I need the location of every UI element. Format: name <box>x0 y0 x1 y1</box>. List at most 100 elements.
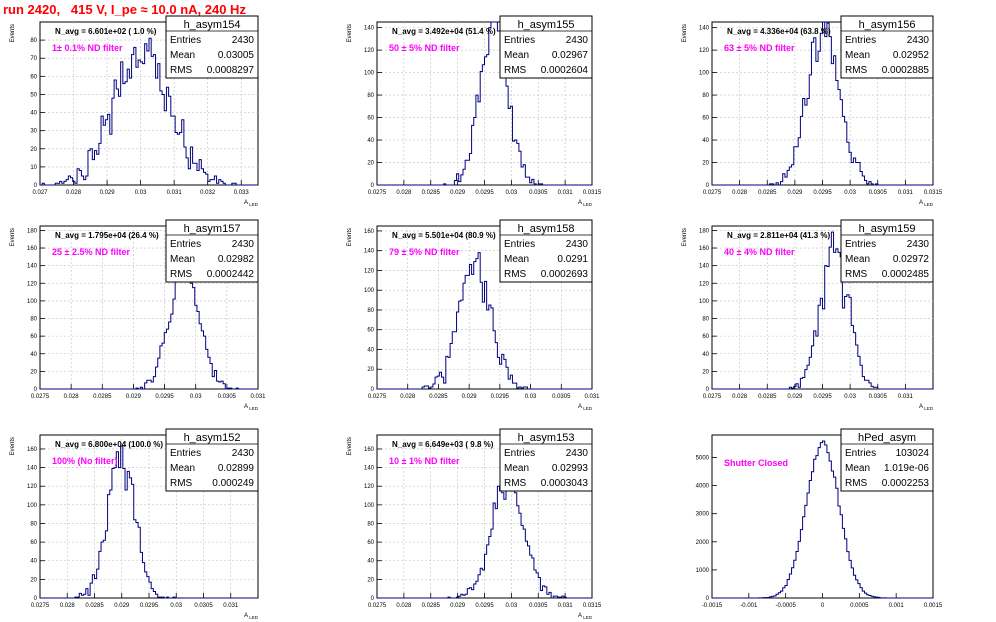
filter-annotation: 10 ± 1% ND filter <box>389 456 460 466</box>
y-tick-label: 40 <box>367 138 374 144</box>
stat-label: Mean <box>504 50 529 61</box>
stats-box <box>840 15 934 79</box>
navg-annotation: N_avg = 5.501e+04 (80.9 %) <box>392 231 496 240</box>
stat-value: 2430 <box>232 448 255 459</box>
x-tick-label: 0.0295 <box>155 394 174 400</box>
filter-annotation: 1± 0.1% ND filter <box>52 43 123 53</box>
x-tick-label: 0.03 <box>844 190 856 196</box>
stat-value: 1.019e-06 <box>884 463 929 474</box>
x-tick-label: 0.0305 <box>552 394 571 400</box>
stats-box <box>840 219 934 283</box>
stat-label: Entries <box>170 448 201 459</box>
x-tick-label: 0.029 <box>114 603 130 609</box>
y-tick-label: 100 <box>27 299 38 305</box>
histogram-name: h_asym154 <box>184 19 241 31</box>
y-tick-label: 160 <box>27 246 38 252</box>
x-tick-label: 0.032 <box>200 190 216 196</box>
stat-label: Mean <box>845 50 870 61</box>
y-tick-label: 180 <box>27 228 38 234</box>
histogram-name: h_asym152 <box>184 432 241 444</box>
stat-label: Entries <box>845 239 876 250</box>
y-tick-label: 80 <box>367 308 374 314</box>
histogram-line <box>712 231 933 390</box>
stat-value: 0.0002442 <box>207 269 255 280</box>
x-tick-label: 0.03 <box>844 394 856 400</box>
x-tick-label: 0.0275 <box>703 190 722 196</box>
stats-box <box>165 219 259 283</box>
stat-label: Mean <box>845 463 870 474</box>
histogram-line <box>712 21 933 186</box>
x-tick-label: 0.0005 <box>850 603 869 609</box>
stat-value: 2430 <box>566 448 589 459</box>
stats-box <box>499 219 593 283</box>
filter-annotation: 79 ± 5% ND filter <box>389 247 460 257</box>
stat-value: 0.0008297 <box>207 65 255 76</box>
x-tick-label: 0.0285 <box>758 394 777 400</box>
y-tick-label: 3000 <box>696 512 710 518</box>
y-tick-label: 120 <box>364 484 375 490</box>
histogram-panel-h_asym152: 0.0275 0.028 0.0285 0.029 0.0295 0.03 0.0305 0.… <box>10 428 259 620</box>
y-tick-label: 20 <box>702 161 709 167</box>
stat-label: Mean <box>504 463 529 474</box>
y-axis-title: Events <box>10 437 16 455</box>
x-axis-title: A LED <box>244 613 259 620</box>
stat-value: 2430 <box>566 35 589 46</box>
x-tick-label: 0.028 <box>400 394 416 400</box>
canvas-title: run 2420, 415 V, I_pe ≈ 10.0 nA, 240 Hz <box>3 2 246 17</box>
x-tick-label: 0.029 <box>787 190 803 196</box>
x-tick-label: 0.0295 <box>491 394 510 400</box>
y-tick-label: 80 <box>30 317 37 323</box>
histogram-panel-h_asym155: 0.0275 0.028 0.0285 0.029 0.0295 0.03 0.0305 0.… <box>347 15 602 207</box>
x-tick-label: 0.0305 <box>218 394 237 400</box>
y-axis-title: Events <box>347 24 353 42</box>
stat-value: 0.02972 <box>893 254 930 265</box>
x-tick-label: 0.0285 <box>422 603 441 609</box>
x-axis-title: A LED <box>578 404 593 411</box>
y-tick-label: 0 <box>371 387 375 393</box>
x-tick-label: 0.03 <box>506 603 518 609</box>
x-tick-label: 0.0275 <box>31 394 50 400</box>
x-tick-label: 0.031 <box>898 394 914 400</box>
y-tick-label: 80 <box>367 93 374 99</box>
histogram-line <box>40 37 258 186</box>
stats-box <box>499 428 593 492</box>
navg-annotation: N_avg = 4.336e+04 (63.8 %) <box>727 27 831 36</box>
y-tick-label: 0 <box>706 387 710 393</box>
x-tick-label: 0.0295 <box>140 603 159 609</box>
x-tick-label: -0.001 <box>740 603 758 609</box>
navg-annotation: N_avg = 6.800e+04 (100.0 %) <box>55 440 163 449</box>
histogram-panel-h_asym158: 0.0275 0.028 0.0285 0.029 0.0295 0.03 0.0305 0.… <box>347 219 600 411</box>
x-tick-label: 0.03 <box>135 190 147 196</box>
y-tick-label: 20 <box>367 577 374 583</box>
navg-annotation: N_avg = 6.601e+02 ( 1.0 %) <box>55 27 157 36</box>
x-tick-label: 0.0315 <box>583 190 602 196</box>
y-tick-label: 140 <box>364 249 375 255</box>
y-tick-label: 0 <box>34 596 38 602</box>
y-tick-label: 140 <box>699 264 710 270</box>
y-tick-label: 60 <box>702 334 709 340</box>
y-tick-label: 40 <box>30 111 37 117</box>
y-tick-label: 120 <box>27 281 38 287</box>
x-tick-label: 0.03 <box>170 603 182 609</box>
x-tick-label: 0.029 <box>100 190 116 196</box>
stat-label: RMS <box>170 269 193 280</box>
histogram-line <box>712 440 933 599</box>
stat-value: 0.0002885 <box>882 65 930 76</box>
stat-label: Mean <box>504 254 529 265</box>
stat-label: Mean <box>170 463 195 474</box>
stat-label: RMS <box>504 269 527 280</box>
y-tick-label: 30 <box>30 129 37 135</box>
y-tick-label: 100 <box>364 288 375 294</box>
y-tick-label: 70 <box>30 56 37 62</box>
y-tick-label: 160 <box>364 447 375 453</box>
histogram-line <box>40 445 258 599</box>
navg-annotation: N_avg = 3.492e+04 (51.4 %) <box>392 27 496 36</box>
x-tick-label: 0.0285 <box>422 190 441 196</box>
histogram-name: h_asym159 <box>859 223 916 235</box>
x-tick-label: 0.028 <box>396 603 412 609</box>
x-axis-title: A LED <box>244 404 259 411</box>
stat-label: Mean <box>845 254 870 265</box>
stat-value: 0.0002693 <box>541 269 589 280</box>
filter-annotation: Shutter Closed <box>724 458 788 468</box>
